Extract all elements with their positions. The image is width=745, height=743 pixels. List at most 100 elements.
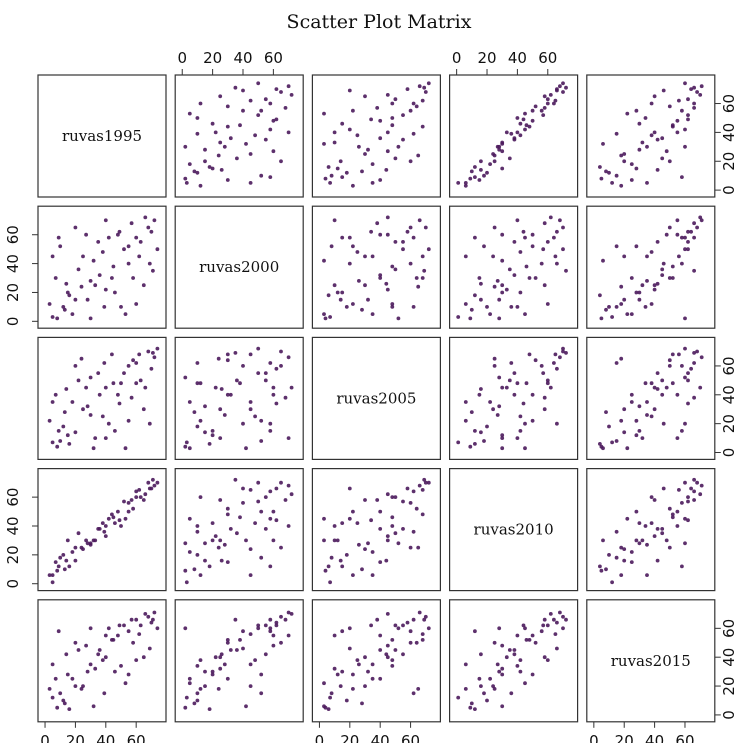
data-point <box>274 117 279 122</box>
panel-2-0 <box>37 336 167 460</box>
data-point <box>677 254 681 259</box>
data-point <box>530 418 535 423</box>
data-point <box>390 305 395 309</box>
x-tick-label: 20 <box>203 49 222 67</box>
data-point <box>625 111 630 116</box>
data-point <box>50 400 55 404</box>
data-point <box>253 414 257 419</box>
data-point <box>555 646 559 651</box>
data-point <box>286 355 291 360</box>
data-point <box>65 538 70 543</box>
data-point <box>670 264 675 269</box>
data-point <box>351 183 355 188</box>
data-point <box>347 261 352 266</box>
y-tick-label: 40 <box>720 123 738 142</box>
data-point <box>393 623 398 628</box>
data-point <box>195 698 200 703</box>
data-point <box>401 137 405 142</box>
data-point <box>393 240 398 244</box>
data-point <box>655 281 660 286</box>
data-point <box>58 244 63 249</box>
data-point <box>545 101 550 106</box>
data-point <box>622 152 627 156</box>
data-point <box>652 407 657 412</box>
data-point <box>542 655 547 660</box>
data-point <box>248 573 253 577</box>
data-point <box>241 501 245 505</box>
data-point <box>479 297 483 302</box>
data-point <box>533 358 538 363</box>
data-point <box>610 315 614 319</box>
data-point <box>137 352 142 357</box>
data-point <box>645 181 649 185</box>
data-point <box>634 509 639 514</box>
variable-label: ruvas2000 <box>199 258 279 276</box>
data-point <box>195 116 200 120</box>
data-point <box>504 130 509 135</box>
y-tick-label: 60 <box>720 94 738 113</box>
data-point <box>195 131 200 136</box>
data-point <box>686 518 690 523</box>
data-point <box>366 297 370 302</box>
data-point <box>61 424 66 429</box>
data-point <box>244 446 248 451</box>
data-point <box>504 287 509 292</box>
data-point <box>222 144 227 149</box>
data-point <box>420 124 425 129</box>
data-point <box>85 541 90 546</box>
data-point <box>417 84 422 89</box>
data-point <box>423 225 428 230</box>
data-point <box>524 264 529 269</box>
data-point <box>637 404 642 409</box>
data-point <box>149 366 154 371</box>
data-point <box>492 364 497 368</box>
panel-2-3 <box>449 336 579 460</box>
data-point <box>680 501 684 505</box>
data-point <box>456 181 461 185</box>
data-point <box>625 516 630 521</box>
data-point <box>518 121 523 126</box>
data-point <box>670 352 675 357</box>
data-point <box>248 407 253 412</box>
data-point <box>268 489 273 494</box>
panel-frame <box>37 74 167 198</box>
data-point <box>141 655 146 660</box>
data-point <box>416 687 421 691</box>
data-point <box>122 499 126 504</box>
data-point <box>119 664 123 668</box>
data-point <box>332 130 337 135</box>
data-point <box>76 648 81 652</box>
data-point <box>248 400 253 404</box>
data-point <box>683 375 687 380</box>
data-point <box>670 276 675 280</box>
data-point <box>286 524 291 528</box>
data-point <box>198 573 203 577</box>
data-point <box>564 617 568 622</box>
data-point <box>195 170 200 175</box>
data-point <box>329 244 334 249</box>
data-point <box>512 240 517 244</box>
data-point <box>351 244 355 249</box>
data-point <box>61 698 66 703</box>
data-point <box>146 614 151 619</box>
data-point <box>524 638 529 642</box>
data-point <box>492 687 497 691</box>
data-point <box>675 392 680 397</box>
y-tick-label: 0 <box>4 579 22 589</box>
data-point <box>91 446 96 451</box>
y-tick-label: 20 <box>720 152 738 171</box>
data-point <box>344 698 349 703</box>
data-point <box>640 140 645 145</box>
data-point <box>686 378 690 383</box>
data-point <box>686 499 690 504</box>
data-point <box>426 81 431 86</box>
data-point <box>357 662 361 667</box>
data-point <box>488 400 492 404</box>
data-point <box>473 629 477 634</box>
data-point <box>518 250 523 254</box>
data-point <box>289 612 294 616</box>
data-point <box>326 293 331 298</box>
data-point <box>198 418 203 423</box>
data-point <box>96 371 101 375</box>
data-point <box>542 221 547 226</box>
